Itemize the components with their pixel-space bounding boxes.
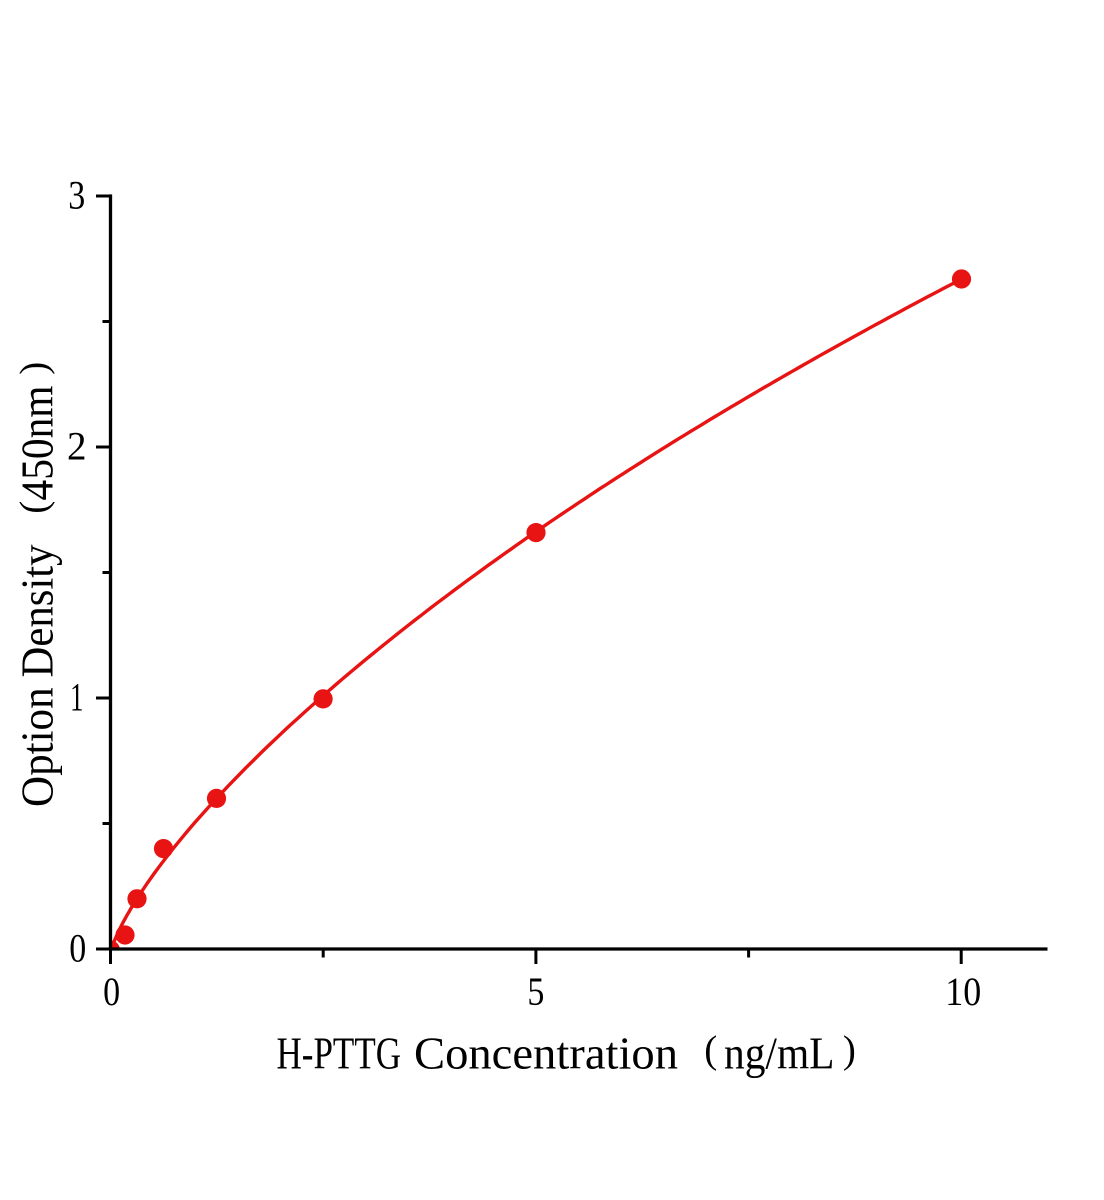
svg-text:0: 0 — [69, 925, 86, 970]
svg-text:10: 10 — [945, 969, 981, 1014]
svg-text:5: 5 — [527, 969, 544, 1014]
svg-text:Option: Option — [12, 687, 63, 807]
svg-text:(: ( — [13, 501, 56, 514]
svg-text:0: 0 — [103, 969, 120, 1014]
svg-text:H-PTTG: H-PTTG — [277, 1028, 402, 1079]
svg-text:450nm: 450nm — [12, 385, 63, 500]
svg-text:2: 2 — [67, 423, 87, 468]
svg-text:1: 1 — [70, 674, 84, 719]
svg-text:Concentration: Concentration — [414, 1028, 678, 1079]
svg-text:): ) — [843, 1028, 856, 1071]
svg-text:3: 3 — [68, 172, 85, 217]
svg-text:Density: Density — [12, 545, 63, 678]
svg-text:): ) — [13, 362, 56, 375]
svg-text:ng/mL: ng/mL — [724, 1028, 835, 1079]
svg-text:(: ( — [704, 1028, 717, 1071]
